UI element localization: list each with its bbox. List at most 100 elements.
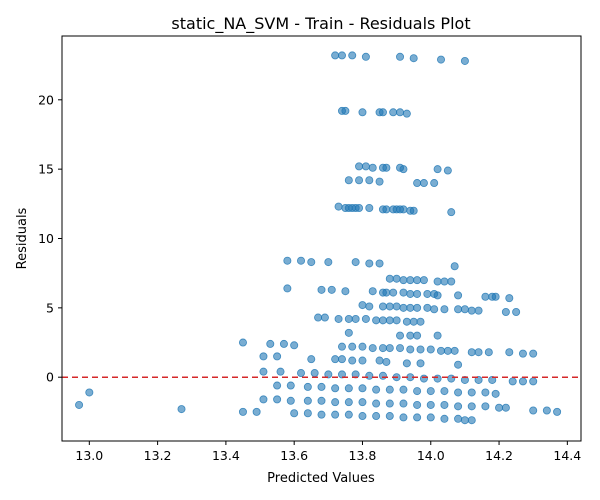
scatter-point: [344, 398, 353, 407]
scatter-point: [238, 338, 247, 347]
scatter-point: [341, 287, 350, 296]
scatter-point: [406, 303, 415, 312]
scatter-point: [396, 344, 405, 353]
scatter-point: [406, 331, 415, 340]
scatter-point: [303, 409, 312, 418]
scatter-point: [426, 400, 435, 409]
scatter-point: [344, 384, 353, 393]
scatter-point: [467, 306, 476, 315]
scatter-point: [389, 288, 398, 297]
scatter-point: [368, 163, 377, 172]
scatter-point: [334, 314, 343, 323]
scatter-point: [399, 276, 408, 285]
scatter-point: [283, 256, 292, 265]
scatter-point: [385, 274, 394, 283]
scatter-point: [348, 356, 357, 365]
scatter-point: [399, 288, 408, 297]
scatter-point: [423, 303, 432, 312]
scatter-point: [399, 165, 408, 174]
scatter-point: [433, 277, 442, 286]
x-tick-label: 13.0: [75, 448, 103, 463]
x-tick-label: 13.4: [212, 448, 240, 463]
scatter-point: [416, 345, 425, 354]
scatter-point: [273, 381, 282, 390]
scatter-point: [365, 302, 374, 311]
y-tick-label: 0: [46, 370, 54, 385]
scatter-point: [375, 356, 384, 365]
scatter-point: [337, 370, 346, 379]
scatter-point: [402, 109, 411, 118]
scatter-point: [396, 331, 405, 340]
scatter-point: [385, 385, 394, 394]
scatter-point: [433, 291, 442, 300]
scatter-point: [317, 382, 326, 391]
scatter-point: [392, 302, 401, 311]
scatter-point: [433, 165, 442, 174]
scatter-point: [402, 317, 411, 326]
x-tick-label: 13.8: [349, 448, 377, 463]
scatter-point: [368, 344, 377, 353]
scatter-point: [382, 205, 391, 214]
scatter-point: [447, 208, 456, 217]
scatter-point: [505, 294, 514, 303]
scatter-point: [361, 162, 370, 171]
x-tick-label: 13.6: [280, 448, 308, 463]
scatter-point: [331, 384, 340, 393]
x-tick-label: 13.2: [144, 448, 172, 463]
scatter-point: [283, 284, 292, 293]
scatter-point: [375, 177, 384, 186]
scatter-point: [351, 370, 360, 379]
scatter-point: [358, 412, 367, 421]
scatter-point: [358, 356, 367, 365]
scatter-point: [426, 345, 435, 354]
scatter-point: [450, 346, 459, 355]
scatter-point: [447, 277, 456, 286]
scatter-point: [419, 276, 428, 285]
scatter-point: [259, 367, 268, 376]
scatter-point: [413, 413, 422, 422]
scatter-point: [416, 359, 425, 368]
scatter-point: [344, 410, 353, 419]
scatter-point: [406, 289, 415, 298]
y-tick-label: 15: [38, 162, 54, 177]
scatter-point: [454, 291, 463, 300]
scatter-point: [512, 308, 521, 317]
scatter-point: [317, 396, 326, 405]
scatter-point: [276, 367, 285, 376]
scatter-point: [378, 316, 387, 325]
scatter-point: [450, 262, 459, 271]
scatter-point: [481, 292, 490, 301]
scatter-point: [419, 374, 428, 383]
chart-title: static_NA_SVM - Train - Residuals Plot: [171, 14, 470, 34]
scatter-point: [358, 342, 367, 351]
scatter-point: [433, 374, 442, 383]
scatter-point: [440, 414, 449, 423]
scatter-point: [317, 410, 326, 419]
scatter-point: [505, 348, 514, 357]
scatter-point: [314, 313, 323, 322]
scatter-point: [406, 345, 415, 354]
scatter-point: [385, 316, 394, 325]
scatter-point: [399, 303, 408, 312]
y-tick-label: 5: [46, 300, 54, 315]
scatter-point: [348, 51, 357, 60]
scatter-point: [290, 341, 299, 350]
scatter-point: [413, 276, 422, 285]
scatter-point: [378, 302, 387, 311]
scatter-point: [372, 412, 381, 421]
scatter-point: [75, 400, 84, 409]
scatter-point: [286, 396, 295, 405]
scatter-point: [317, 285, 326, 294]
scatter-point: [331, 410, 340, 419]
scatter-point: [351, 314, 360, 323]
scatter-point: [491, 389, 500, 398]
scatter-point: [337, 355, 346, 364]
scatter-point: [355, 203, 364, 212]
scatter-point: [303, 396, 312, 405]
scatter-point: [365, 371, 374, 380]
scatter-point: [341, 106, 350, 115]
scatter-point: [409, 317, 418, 326]
scatter-point: [501, 308, 510, 317]
scatter-point: [454, 402, 463, 411]
